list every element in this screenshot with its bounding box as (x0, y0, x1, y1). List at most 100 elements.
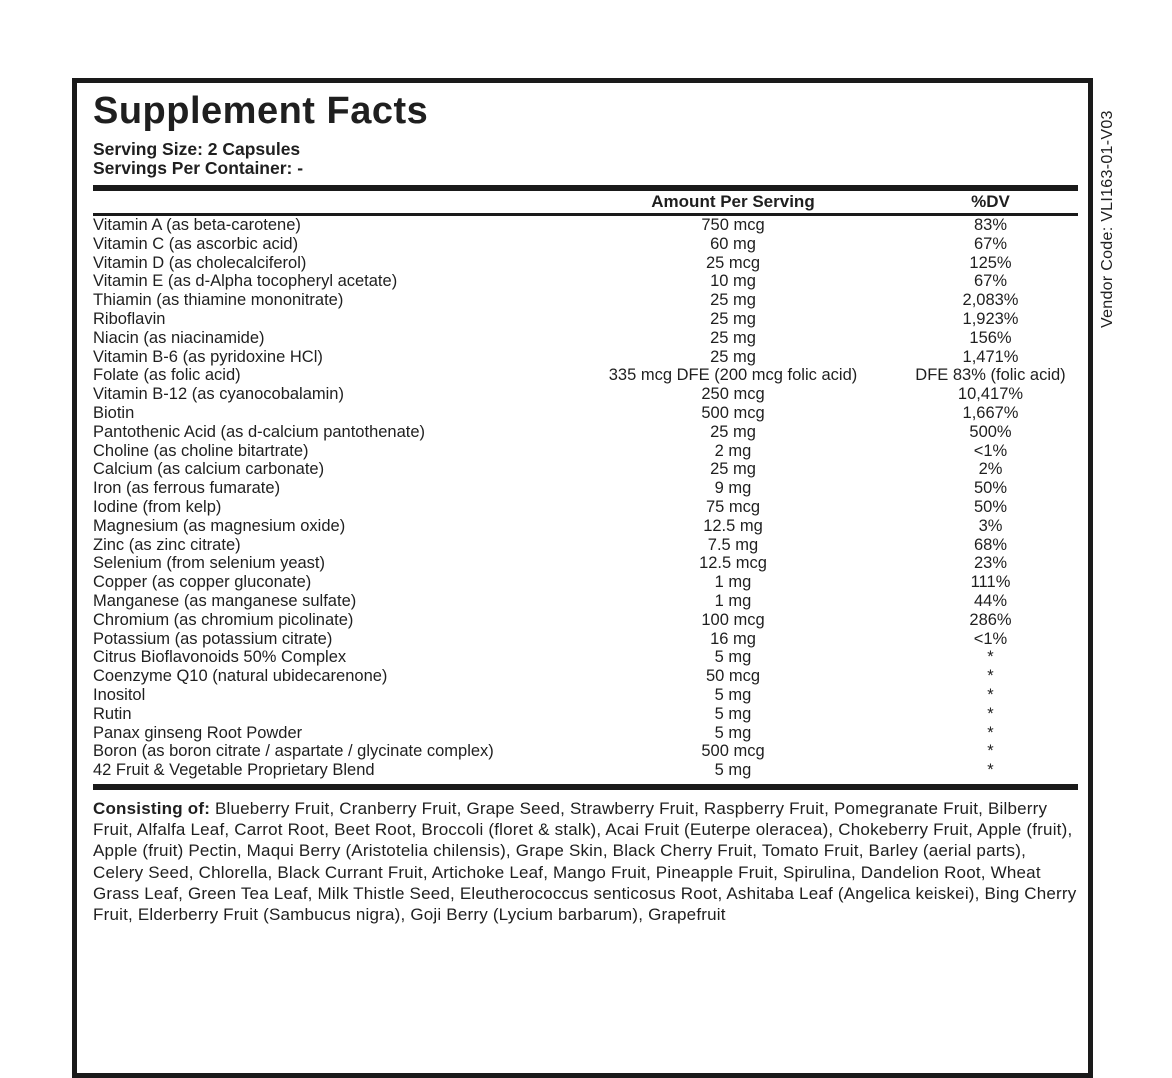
table-row: Iron (as ferrous fumarate) 9 mg 50% (93, 479, 1078, 498)
table-row: Iodine (from kelp) 75 mcg 50% (93, 498, 1078, 517)
nutrient-name: Selenium (from selenium yeast) (93, 554, 325, 573)
nutrient-amount: 60 mg (710, 234, 756, 253)
table-row: Inositol 5 mg * (93, 686, 1078, 705)
nutrient-dv: 67% (973, 272, 1008, 291)
nutrient-dv: 500% (969, 422, 1012, 441)
nutrient-name: Vitamin C (as ascorbic acid) (93, 234, 299, 253)
nutrient-dv: DFE 83% (folic acid) (915, 366, 1066, 385)
nutrient-amount: 9 mg (714, 479, 752, 498)
nutrient-amount: 5 mg (714, 723, 752, 742)
nutrient-dv: 50% (973, 497, 1008, 516)
nutrient-dv: 83% (973, 216, 1008, 234)
facts-table-body: Vitamin A (as beta-carotene) 750 mcg 83%… (93, 216, 1078, 780)
nutrient-amount: 12.5 mg (703, 516, 763, 535)
nutrient-amount: 25 mg (710, 309, 756, 328)
nutrient-dv: <1% (973, 441, 1008, 460)
nutrient-dv: 50% (973, 479, 1008, 498)
nutrient-dv: 1,667% (962, 403, 1019, 422)
nutrient-name: Thiamin (as thiamine mononitrate) (93, 291, 344, 310)
nutrient-amount: 750 mcg (701, 216, 765, 234)
nutrient-name: Riboflavin (93, 309, 166, 328)
nutrient-amount: 12.5 mcg (699, 554, 767, 573)
table-row: Panax ginseng Root Powder 5 mg * (93, 724, 1078, 743)
nutrient-dv: 286% (969, 610, 1012, 629)
nutrient-amount: 5 mg (714, 761, 752, 780)
nutrient-name: Vitamin B-6 (as pyridoxine HCl) (93, 347, 323, 366)
table-row: Folate (as folic acid) 335 mcg DFE (200 … (93, 366, 1078, 385)
nutrient-amount: 335 mcg DFE (200 mcg folic acid) (608, 366, 858, 385)
nutrient-dv: * (987, 667, 994, 686)
nutrient-dv: 1,923% (962, 309, 1019, 328)
table-row: Coenzyme Q10 (natural ubidecarenone) 50 … (93, 667, 1078, 686)
nutrient-dv: 2% (978, 460, 1003, 479)
nutrient-amount: 50 mcg (705, 667, 761, 686)
nutrient-amount: 250 mcg (701, 385, 765, 404)
nutrient-amount: 500 mcg (701, 742, 765, 761)
blend-label: Consisting of: (93, 798, 211, 818)
nutrient-amount: 5 mg (714, 685, 752, 704)
nutrient-dv: 111% (970, 573, 1011, 592)
facts-table-header: Amount Per Serving %DV (93, 191, 1078, 213)
nutrient-name: Choline (as choline bitartrate) (93, 441, 309, 460)
blend-text: Blueberry Fruit, Cranberry Fruit, Grape … (93, 798, 1077, 924)
nutrient-name: Vitamin B-12 (as cyanocobalamin) (93, 385, 344, 404)
vendor-code-text: Vendor Code: VLI163-01-V03 (1099, 110, 1116, 328)
nutrient-name: Niacin (as niacinamide) (93, 328, 265, 347)
divider-top-thick (93, 185, 1078, 191)
table-row: Copper (as copper gluconate) 1 mg 111% (93, 573, 1078, 592)
nutrient-name: Vitamin A (as beta-carotene) (93, 216, 301, 234)
nutrient-name: Citrus Bioflavonoids 50% Complex (93, 648, 347, 667)
divider-header (93, 213, 1078, 216)
table-row: Niacin (as niacinamide) 25 mg 156% (93, 329, 1078, 348)
blend-paragraph: Consisting of: Blueberry Fruit, Cranberr… (93, 798, 1078, 925)
nutrient-dv: 3% (978, 516, 1003, 535)
nutrient-dv: * (987, 761, 994, 780)
table-row: Citrus Bioflavonoids 50% Complex 5 mg * (93, 648, 1078, 667)
table-row: Vitamin E (as d-Alpha tocopheryl acetate… (93, 272, 1078, 291)
nutrient-amount: 1 mg (714, 591, 752, 610)
nutrient-name: Folate (as folic acid) (93, 366, 241, 385)
nutrient-dv: * (987, 704, 994, 723)
nutrient-dv: 67% (973, 234, 1008, 253)
nutrient-name: Vitamin D (as cholecalciferol) (93, 253, 307, 272)
nutrient-name: Pantothenic Acid (as d-calcium pantothen… (93, 422, 426, 441)
table-row: Vitamin B-12 (as cyanocobalamin) 250 mcg… (93, 385, 1078, 404)
nutrient-name: Vitamin E (as d-Alpha tocopheryl acetate… (93, 272, 398, 291)
nutrient-dv: * (987, 685, 994, 704)
table-row: Chromium (as chromium picolinate) 100 mc… (93, 611, 1078, 630)
nutrient-dv: 44% (973, 591, 1008, 610)
nutrient-amount: 75 mcg (705, 497, 761, 516)
table-row: Rutin 5 mg * (93, 705, 1078, 724)
table-row: Selenium (from selenium yeast) 12.5 mcg … (93, 554, 1078, 573)
nutrient-name: Rutin (93, 704, 132, 723)
nutrient-amount: 1 mg (714, 573, 752, 592)
nutrient-dv: 156% (969, 328, 1012, 347)
nutrient-amount: 7.5 mg (707, 535, 759, 554)
table-row: Vitamin A (as beta-carotene) 750 mcg 83% (93, 216, 1078, 235)
nutrient-amount: 25 mg (710, 347, 756, 366)
table-row: Vitamin B-6 (as pyridoxine HCl) 25 mg 1,… (93, 348, 1078, 367)
nutrient-name: Iron (as ferrous fumarate) (93, 479, 281, 498)
nutrient-name: Zinc (as zinc citrate) (93, 535, 241, 554)
table-row: Calcium (as calcium carbonate) 25 mg 2% (93, 460, 1078, 479)
nutrient-name: Manganese (as manganese sulfate) (93, 591, 357, 610)
nutrient-name: Copper (as copper gluconate) (93, 573, 312, 592)
nutrient-name: Boron (as boron citrate / aspartate / gl… (93, 742, 494, 761)
nutrient-dv: 125% (969, 253, 1012, 272)
nutrient-amount: 25 mg (710, 291, 756, 310)
nutrient-name: Coenzyme Q10 (natural ubidecarenone) (93, 667, 388, 686)
table-row: Riboflavin 25 mg 1,923% (93, 310, 1078, 329)
nutrient-name: Biotin (93, 403, 135, 422)
nutrient-amount: 25 mg (710, 328, 756, 347)
serving-info: Serving Size: 2 Capsules Servings Per Co… (93, 140, 1078, 178)
facts-title: Supplement Facts (93, 90, 429, 132)
nutrient-dv: <1% (973, 629, 1008, 648)
nutrient-name: Magnesium (as magnesium oxide) (93, 516, 346, 535)
nutrient-name: Panax ginseng Root Powder (93, 723, 303, 742)
table-row: Choline (as choline bitartrate) 2 mg <1% (93, 442, 1078, 461)
nutrient-amount: 25 mg (710, 422, 756, 441)
table-row: 42 Fruit & Vegetable Proprietary Blend 5… (93, 761, 1078, 780)
table-row: Vitamin C (as ascorbic acid) 60 mg 67% (93, 235, 1078, 254)
nutrient-dv: 68% (973, 535, 1008, 554)
table-row: Thiamin (as thiamine mononitrate) 25 mg … (93, 291, 1078, 310)
